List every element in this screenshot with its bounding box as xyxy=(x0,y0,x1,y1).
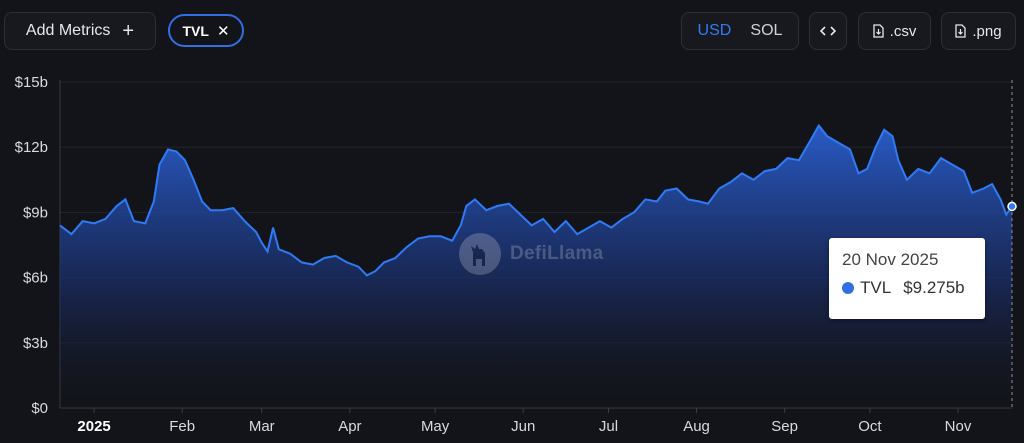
x-tick-label: 2025 xyxy=(77,418,110,435)
hover-point xyxy=(1007,201,1017,212)
y-tick-label: $9b xyxy=(23,204,48,221)
tvl-area-chart[interactable]: $0 $3b $6b $9b $12b $15b 2025 Feb Mar Apr May Jun J… xyxy=(0,60,1024,443)
y-tick-label: $15b xyxy=(15,74,48,91)
file-download-icon xyxy=(873,24,884,38)
x-tick-label: Jul xyxy=(599,418,618,435)
y-tick-label: $0 xyxy=(31,400,48,417)
x-axis: 2025 Feb Mar Apr May Jun Jul Aug Sep Oct Nov xyxy=(60,407,1012,435)
add-metrics-label: Add Metrics xyxy=(25,22,111,39)
metric-chip-tvl[interactable]: TVL ✕ xyxy=(168,14,244,47)
tooltip-date: 20 Nov 2025 xyxy=(842,250,939,269)
close-icon[interactable]: ✕ xyxy=(216,22,230,40)
currency-toggle: USD SOL xyxy=(681,12,799,50)
x-tick-label: Feb xyxy=(169,418,195,435)
metric-chip-label: TVL xyxy=(182,22,209,39)
embed-button[interactable] xyxy=(809,12,847,50)
tooltip-value: $9.275b xyxy=(903,278,965,297)
series-color-dot xyxy=(842,282,854,294)
y-tick-label: $12b xyxy=(15,139,48,156)
x-tick-label: Oct xyxy=(858,418,882,435)
x-tick-label: Sep xyxy=(771,418,798,435)
code-icon xyxy=(820,26,836,36)
defillama-watermark: DefiLlama xyxy=(458,232,604,276)
png-label: .png xyxy=(972,22,1002,40)
download-csv-button[interactable]: .csv xyxy=(858,12,931,50)
x-tick-label: Jun xyxy=(511,418,535,435)
chart-tooltip: 20 Nov 2025 TVL $9.275b xyxy=(829,238,985,319)
currency-usd-option[interactable]: USD xyxy=(697,22,732,39)
x-tick-label: Mar xyxy=(249,418,275,435)
download-png-button[interactable]: .png xyxy=(941,12,1016,50)
tvl-line xyxy=(59,123,1013,277)
x-tick-label: May xyxy=(421,418,450,435)
csv-label: .csv xyxy=(889,22,917,40)
tooltip-series-name: TVL xyxy=(860,278,892,297)
y-tick-label: $3b xyxy=(23,335,48,352)
x-tick-label: Nov xyxy=(945,418,972,435)
plus-icon: + xyxy=(122,20,135,42)
x-tick-label: Aug xyxy=(683,418,710,435)
tvl-area xyxy=(60,125,1012,408)
y-axis: $0 $3b $6b $9b $12b $15b xyxy=(15,74,61,417)
x-tick-label: Apr xyxy=(338,418,361,435)
llama-logo-icon xyxy=(459,233,501,275)
watermark-text: DefiLlama xyxy=(510,243,604,264)
y-tick-label: $6b xyxy=(23,270,48,287)
file-download-icon xyxy=(955,24,967,38)
currency-sol-option[interactable]: SOL xyxy=(750,22,783,39)
add-metrics-button[interactable]: Add Metrics + xyxy=(4,12,156,50)
